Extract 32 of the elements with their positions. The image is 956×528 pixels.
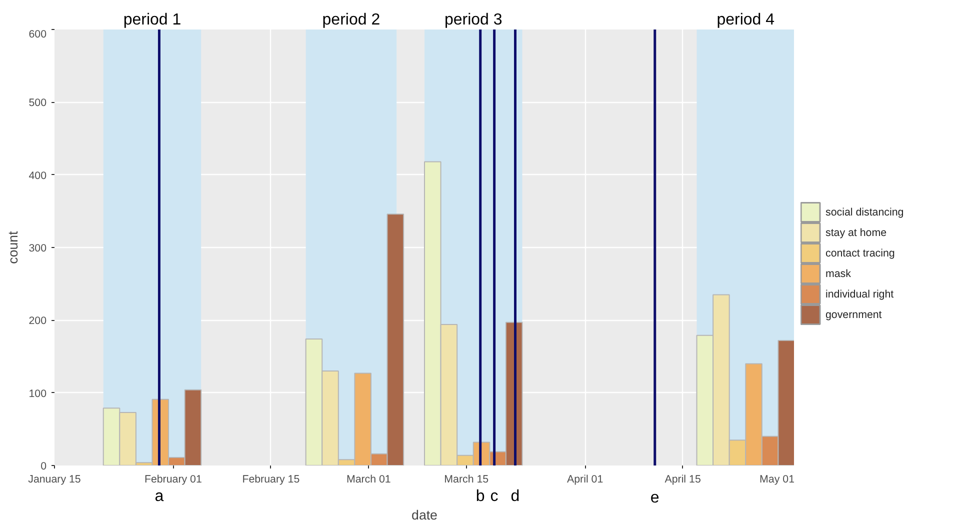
x-tick-label: March 01 bbox=[346, 474, 391, 486]
ref-line-label: b bbox=[476, 488, 485, 505]
band-label: period 1 bbox=[123, 11, 182, 28]
band-label: period 2 bbox=[322, 11, 380, 28]
x-tick-label: May 01 bbox=[760, 474, 795, 486]
ref-line-label: d bbox=[510, 488, 520, 505]
x-tick-label: April 01 bbox=[567, 474, 604, 486]
legend-label: stay at home bbox=[826, 226, 887, 239]
y-axis-title: count bbox=[6, 230, 21, 264]
y-tick-label: 400 bbox=[28, 170, 47, 182]
x-tick-label: February 15 bbox=[242, 474, 300, 486]
x-axis-title: date bbox=[412, 508, 438, 522]
legend-label: individual right bbox=[826, 288, 894, 300]
legend-label: government bbox=[826, 308, 882, 321]
y-tick-label: 100 bbox=[28, 388, 47, 400]
x-tick-label: February 01 bbox=[144, 474, 202, 486]
y-tick-label: 600 bbox=[28, 28, 47, 40]
ref-line-label: e bbox=[650, 490, 660, 506]
ref-line-label: c bbox=[490, 488, 498, 505]
x-tick-label: April 15 bbox=[664, 474, 701, 486]
band-label: period 3 bbox=[444, 11, 502, 28]
ref-line-label: a bbox=[154, 488, 164, 505]
y-tick-label: 500 bbox=[28, 97, 47, 110]
x-tick-label: March 15 bbox=[444, 474, 489, 486]
band-label: period 4 bbox=[716, 11, 775, 28]
legend-label: mask bbox=[826, 268, 852, 280]
x-tick-label: January 15 bbox=[28, 474, 81, 486]
y-tick-label: 300 bbox=[28, 242, 47, 254]
legend-label: contact tracing bbox=[826, 247, 895, 260]
y-tick-label: 200 bbox=[28, 315, 47, 328]
y-tick-label: 0 bbox=[40, 460, 47, 472]
legend-label: social distancing bbox=[826, 206, 904, 218]
